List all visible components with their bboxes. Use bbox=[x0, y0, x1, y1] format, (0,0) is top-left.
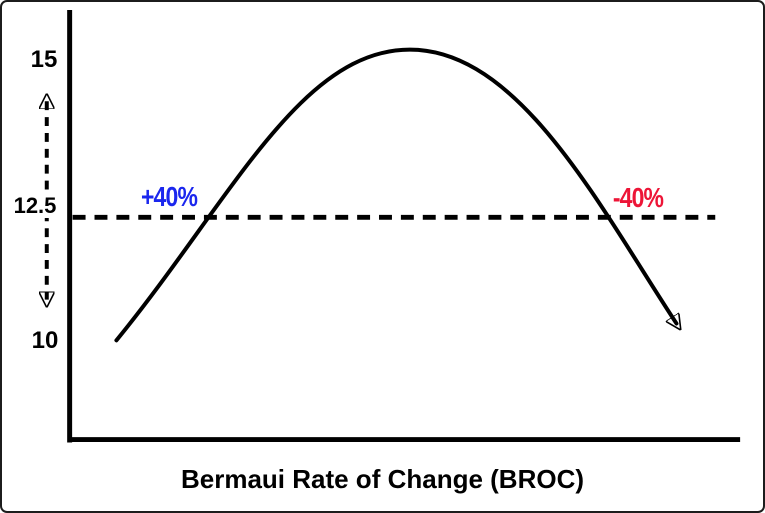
broc-curve bbox=[114, 47, 676, 343]
y-tick-12-5: 12.5 bbox=[6, 194, 64, 218]
positive-threshold-label: +40% bbox=[140, 181, 198, 212]
chart-title: Bermaui Rate of Change (BROC) bbox=[180, 464, 585, 494]
y-tick-10: 10 bbox=[31, 327, 59, 354]
negative-threshold-label: -40% bbox=[612, 182, 664, 213]
y-tick-15: 15 bbox=[30, 46, 58, 73]
